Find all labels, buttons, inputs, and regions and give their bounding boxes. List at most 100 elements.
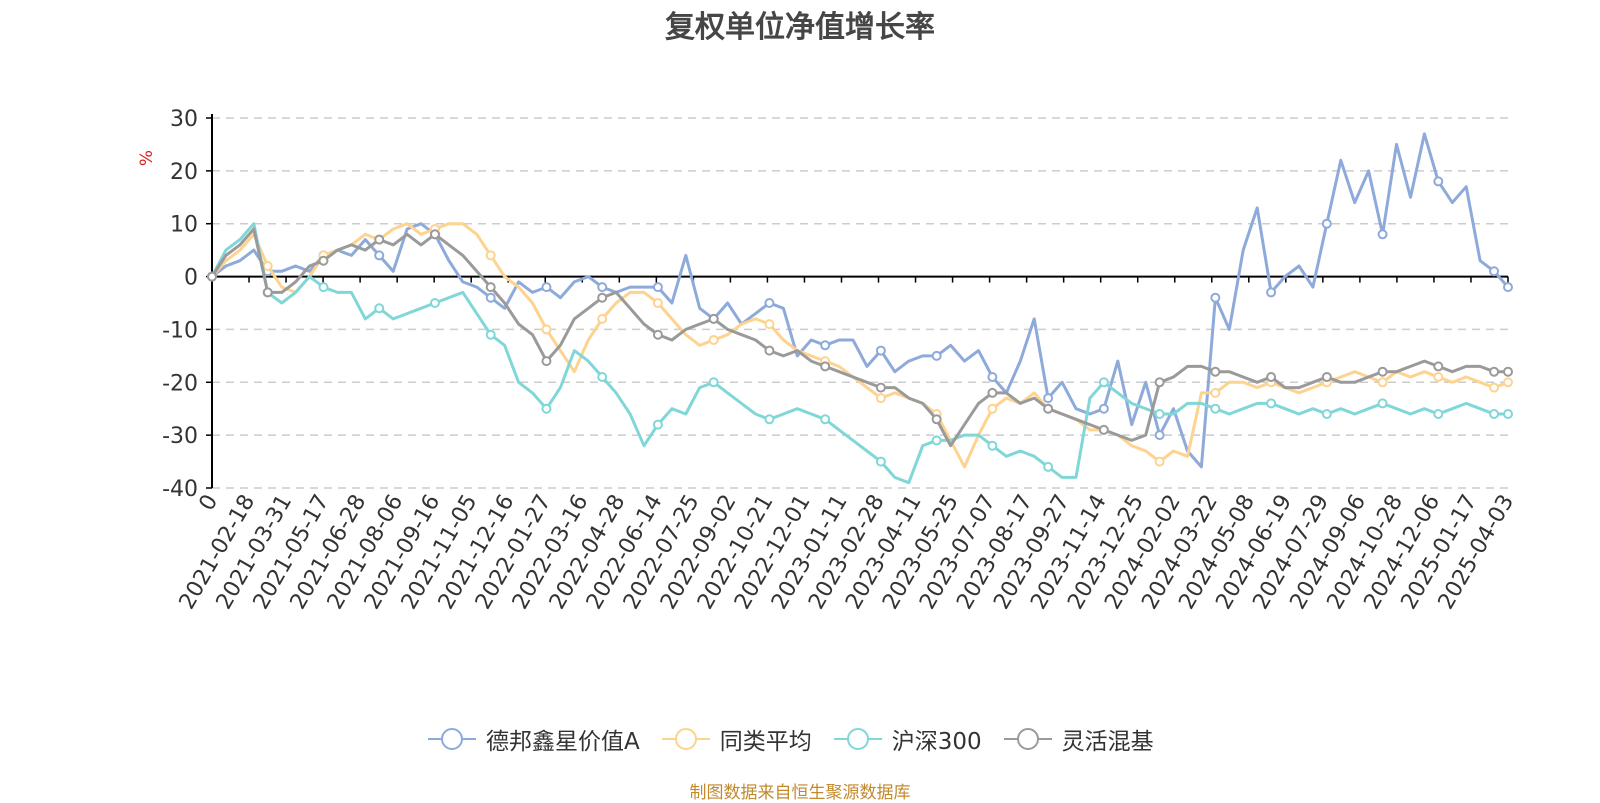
series-point-3: [1377, 366, 1388, 377]
series-point-3: [541, 356, 552, 367]
series-point-1: [541, 324, 552, 335]
series-point-2: [875, 456, 886, 467]
series-point-0: [1210, 292, 1221, 303]
legend: 德邦鑫星价值A 同类平均 沪深300 灵活混基: [428, 722, 1176, 756]
series-line-1: [210, 222, 1509, 469]
grid-lines: [212, 117, 1508, 489]
series-point-0: [931, 350, 942, 361]
series-point-2: [764, 414, 775, 425]
series-lines: [207, 132, 1513, 485]
legend-item-series-3[interactable]: 灵活混基: [1003, 722, 1154, 756]
legend-line-marker-icon: [661, 728, 710, 750]
y-axis-label: %: [137, 150, 157, 166]
series-point-0: [1266, 287, 1277, 298]
legend-item-series-0[interactable]: 德邦鑫星价值A: [428, 722, 640, 756]
series-point-0: [987, 372, 998, 382]
legend-line-marker-icon: [428, 728, 476, 750]
series-point-3: [931, 414, 942, 425]
series-point-3: [820, 361, 831, 372]
series-point-1: [987, 403, 998, 414]
series-point-3: [374, 234, 385, 245]
series-point-1: [1489, 382, 1500, 393]
series-point-1: [485, 250, 496, 261]
series-point-2: [485, 329, 496, 340]
series-point-2: [1210, 403, 1221, 414]
legend-item-series-1[interactable]: 同类平均: [661, 722, 812, 756]
series-point-3: [262, 287, 273, 298]
series-point-1: [1210, 387, 1221, 398]
series-point-3: [1098, 424, 1109, 435]
series-point-3: [987, 387, 998, 398]
series-point-3: [485, 282, 496, 293]
source-note: 制图数据来自恒生聚源数据库: [689, 783, 911, 803]
legend-line-marker-icon: [833, 728, 882, 750]
series-point-3: [1210, 366, 1221, 377]
series-point-1: [764, 319, 775, 330]
series-point-0: [374, 250, 385, 261]
series-point-3: [1154, 377, 1165, 388]
series-point-0: [1154, 430, 1165, 441]
series-point-2: [931, 435, 942, 446]
series-point-1: [652, 298, 663, 308]
y-tick-label: -10: [162, 318, 198, 343]
legend-label: 德邦鑫星价值A: [486, 729, 640, 755]
series-point-2: [987, 440, 998, 451]
series-point-0: [1503, 282, 1513, 293]
series-point-3: [1321, 372, 1332, 382]
legend-label: 灵活混基: [1061, 729, 1154, 755]
series-point-1: [262, 261, 273, 271]
legend-item-series-2[interactable]: 沪深300: [833, 722, 982, 756]
series-point-0: [1043, 393, 1054, 404]
legend-label: 沪深300: [891, 729, 982, 755]
x-tick-label: 0: [195, 491, 224, 516]
series-point-0: [652, 282, 663, 293]
series-point-0: [875, 345, 886, 356]
series-point-3: [429, 229, 440, 240]
y-tick-label: 30: [170, 107, 198, 132]
series-point-2: [541, 403, 552, 414]
legend-line-marker-icon: [1003, 728, 1052, 750]
series-point-1: [1503, 377, 1513, 388]
series-point-2: [318, 282, 329, 293]
y-tick-label: -20: [162, 371, 198, 396]
series-point-0: [597, 282, 608, 293]
series-point-2: [429, 298, 440, 308]
series-point-2: [1043, 461, 1054, 472]
series-point-0: [1489, 266, 1500, 277]
series-line-0: [211, 132, 1510, 469]
series-point-2: [1377, 398, 1388, 409]
series-line-3: [210, 227, 1508, 448]
series-point-3: [207, 271, 217, 282]
y-tick-label: -40: [162, 477, 198, 502]
axes: 3020100-10-20-30-4002021-02-182021-03-31…: [162, 107, 1519, 614]
series-line-2: [210, 222, 1508, 485]
series-point-3: [1503, 366, 1513, 377]
series-point-3: [1433, 361, 1444, 372]
series-point-1: [875, 393, 886, 404]
y-tick-label: 0: [184, 266, 198, 291]
series-point-0: [764, 298, 775, 308]
series-point-3: [1489, 366, 1500, 377]
series-point-1: [597, 313, 608, 324]
series-point-3: [1043, 403, 1054, 414]
series-point-0: [541, 282, 552, 293]
series-point-2: [1433, 409, 1444, 419]
series-point-3: [318, 255, 329, 266]
series-point-2: [597, 372, 608, 382]
series-point-2: [1321, 409, 1332, 419]
series-point-3: [764, 345, 775, 356]
series-point-0: [820, 340, 831, 351]
series-point-3: [875, 382, 886, 393]
series-point-0: [1433, 176, 1444, 187]
series-point-1: [1433, 372, 1444, 382]
series-point-2: [374, 303, 385, 314]
series-point-2: [820, 414, 831, 425]
series-point-2: [652, 419, 663, 430]
y-tick-label: 10: [170, 213, 198, 238]
series-point-2: [1154, 409, 1165, 419]
y-tick-label: 20: [170, 160, 198, 185]
y-tick-label: -30: [162, 424, 198, 449]
series-point-1: [1377, 377, 1388, 388]
series-point-3: [708, 313, 719, 324]
